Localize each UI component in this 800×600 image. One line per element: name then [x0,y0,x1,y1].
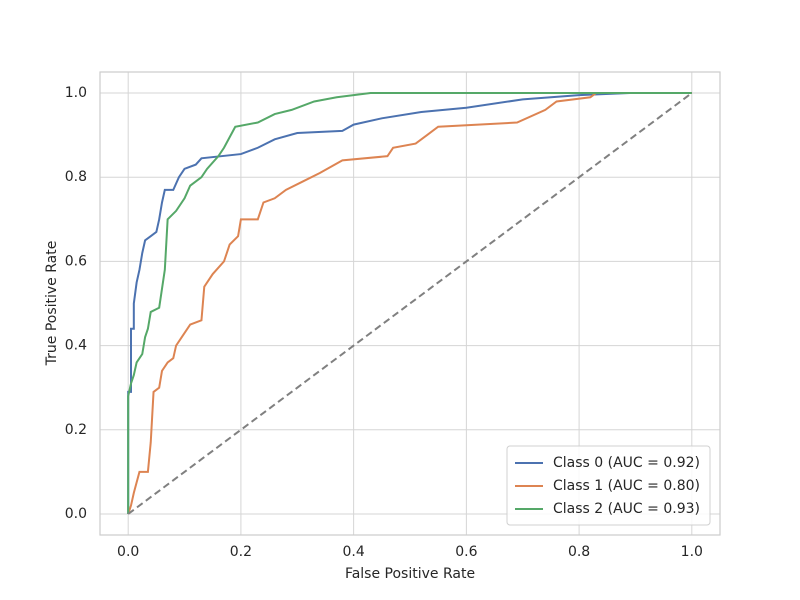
roc-curve [127,92,692,514]
roc-curve [127,92,692,515]
x-tick-label: 0.8 [568,544,590,560]
y-axis-label: True Positive Rate [44,241,60,367]
roc-curve [127,92,692,514]
legend-label: Class 1 (AUC = 0.80) [553,478,700,494]
legend-label: Class 2 (AUC = 0.93) [553,501,700,517]
x-tick-label: 0.6 [455,544,477,560]
legend: Class 0 (AUC = 0.92) Class 1 (AUC = 0.80)… [506,445,711,526]
x-tick-label: 1.0 [681,544,703,560]
y-tick-label: 0.8 [65,169,87,185]
x-tick-label: 0.2 [230,544,252,560]
y-tick-label: 0.4 [65,338,87,354]
x-tick-label: 0.0 [117,544,139,560]
plot-frame [99,71,721,536]
legend-label: Class 0 (AUC = 0.92) [553,455,700,471]
diagonal-line [127,92,693,515]
y-tick-label: 0.6 [65,253,87,269]
x-axis-label: False Positive Rate [345,566,475,582]
legend-box [506,445,711,526]
y-tick-label: 0.0 [65,506,87,522]
y-tick-label: 1.0 [65,85,87,101]
y-tick-label: 0.2 [65,422,87,438]
x-tick-label: 0.4 [343,544,365,560]
